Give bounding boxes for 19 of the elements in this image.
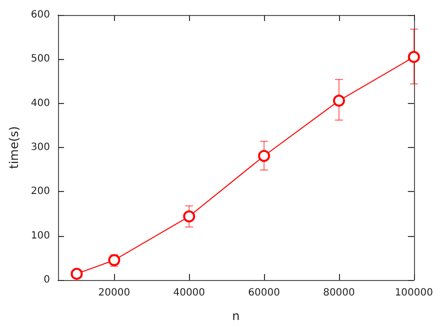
y-tick-label: 400 bbox=[30, 98, 50, 109]
y-tick-label: 300 bbox=[30, 142, 50, 153]
y-tick-label: 0 bbox=[44, 274, 50, 286]
x-tick-label: 100000 bbox=[394, 288, 434, 298]
point bbox=[258, 150, 270, 162]
point bbox=[332, 94, 345, 107]
y-tick-label: 200 bbox=[30, 186, 50, 198]
x-axis-title: n bbox=[232, 309, 240, 323]
point bbox=[70, 268, 83, 280]
x-tick-label: 40000 bbox=[173, 288, 206, 298]
y-tick-label: 500 bbox=[30, 54, 50, 65]
x-tick-label: 20000 bbox=[98, 288, 130, 298]
y-tick-label: 600 bbox=[30, 10, 50, 20]
x-tick-label: 60000 bbox=[248, 288, 280, 298]
y-tick-label: 100 bbox=[30, 230, 50, 242]
point bbox=[408, 50, 420, 63]
point bbox=[183, 210, 196, 222]
x-tick-label: 80000 bbox=[323, 288, 355, 298]
y-axis-title: time(s) bbox=[7, 126, 21, 169]
